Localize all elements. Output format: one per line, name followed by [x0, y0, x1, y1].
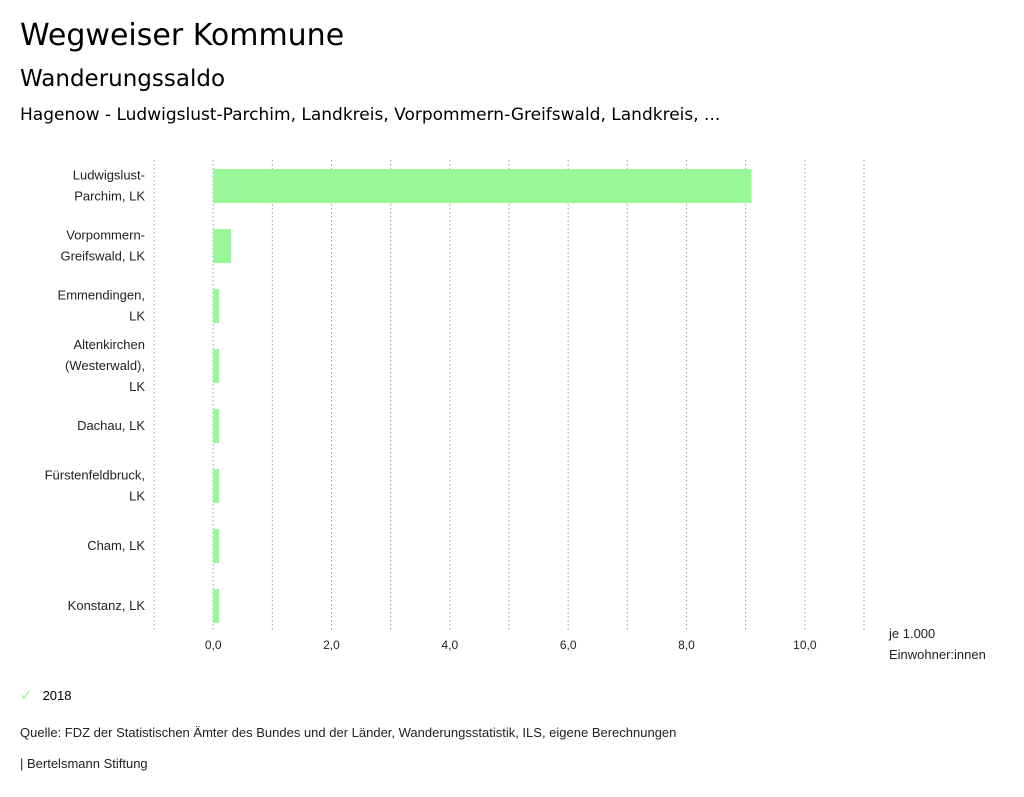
- tick-label: 2,0: [323, 638, 340, 652]
- category-label: Ludwigslust- Parchim, LK: [73, 168, 146, 204]
- tick-label: 10,0: [793, 638, 817, 652]
- category-label-line: LK: [129, 379, 145, 394]
- category-label: Fürstenfeldbruck, LK: [45, 468, 146, 504]
- page-title: Wegweiser Kommune: [20, 18, 345, 53]
- category-label: Altenkirchen (Westerwald), LK: [65, 337, 145, 394]
- bar: [213, 529, 220, 563]
- tick-label: 0,0: [205, 638, 222, 652]
- category-label-line: LK: [129, 489, 145, 504]
- category-label-line: Dachau, LK: [77, 418, 145, 433]
- check-icon: ✓: [20, 687, 33, 704]
- bar: [213, 229, 231, 263]
- category-label: Dachau, LK: [77, 418, 145, 433]
- credit-note: | Bertelsmann Stiftung: [20, 756, 148, 771]
- category-label: Vorpommern- Greifswald, LK: [60, 228, 145, 264]
- bar: [213, 589, 220, 623]
- entity-list: Hagenow - Ludwigslust-Parchim, Landkreis…: [20, 105, 721, 125]
- unit-label: Einwohner:innen: [889, 647, 986, 662]
- unit-label: je 1.000: [888, 626, 935, 641]
- legend-label: 2018: [42, 687, 72, 703]
- category-label: Cham, LK: [87, 538, 145, 553]
- category-label-line: Cham, LK: [87, 538, 145, 553]
- category-label-line: Vorpommern-: [66, 228, 145, 243]
- legend[interactable]: ✓ 2018: [20, 686, 72, 704]
- bar: [213, 289, 220, 323]
- chart-subtitle: Wanderungssaldo: [20, 66, 226, 92]
- category-label-line: Ludwigslust-: [73, 168, 145, 183]
- category-label: Emmendingen, LK: [58, 288, 146, 324]
- bar: [213, 169, 752, 203]
- source-note: Quelle: FDZ der Statistischen Ämter des …: [20, 725, 677, 740]
- bar: [213, 409, 220, 443]
- category-label-line: Fürstenfeldbruck,: [45, 468, 145, 483]
- tick-label: 6,0: [560, 638, 577, 652]
- category-label-line: (Westerwald),: [65, 358, 145, 373]
- category-label-line: Konstanz, LK: [68, 598, 146, 613]
- tick-label: 8,0: [678, 638, 695, 652]
- category-label-line: Parchim, LK: [74, 189, 145, 204]
- bar: [213, 349, 220, 383]
- category-label-line: LK: [129, 309, 145, 324]
- bar: [213, 469, 220, 503]
- tick-label: 4,0: [441, 638, 458, 652]
- category-label-line: Emmendingen,: [58, 288, 145, 303]
- category-label: Konstanz, LK: [68, 598, 146, 613]
- category-label-line: Greifswald, LK: [60, 249, 145, 264]
- category-label-line: Altenkirchen: [73, 337, 145, 352]
